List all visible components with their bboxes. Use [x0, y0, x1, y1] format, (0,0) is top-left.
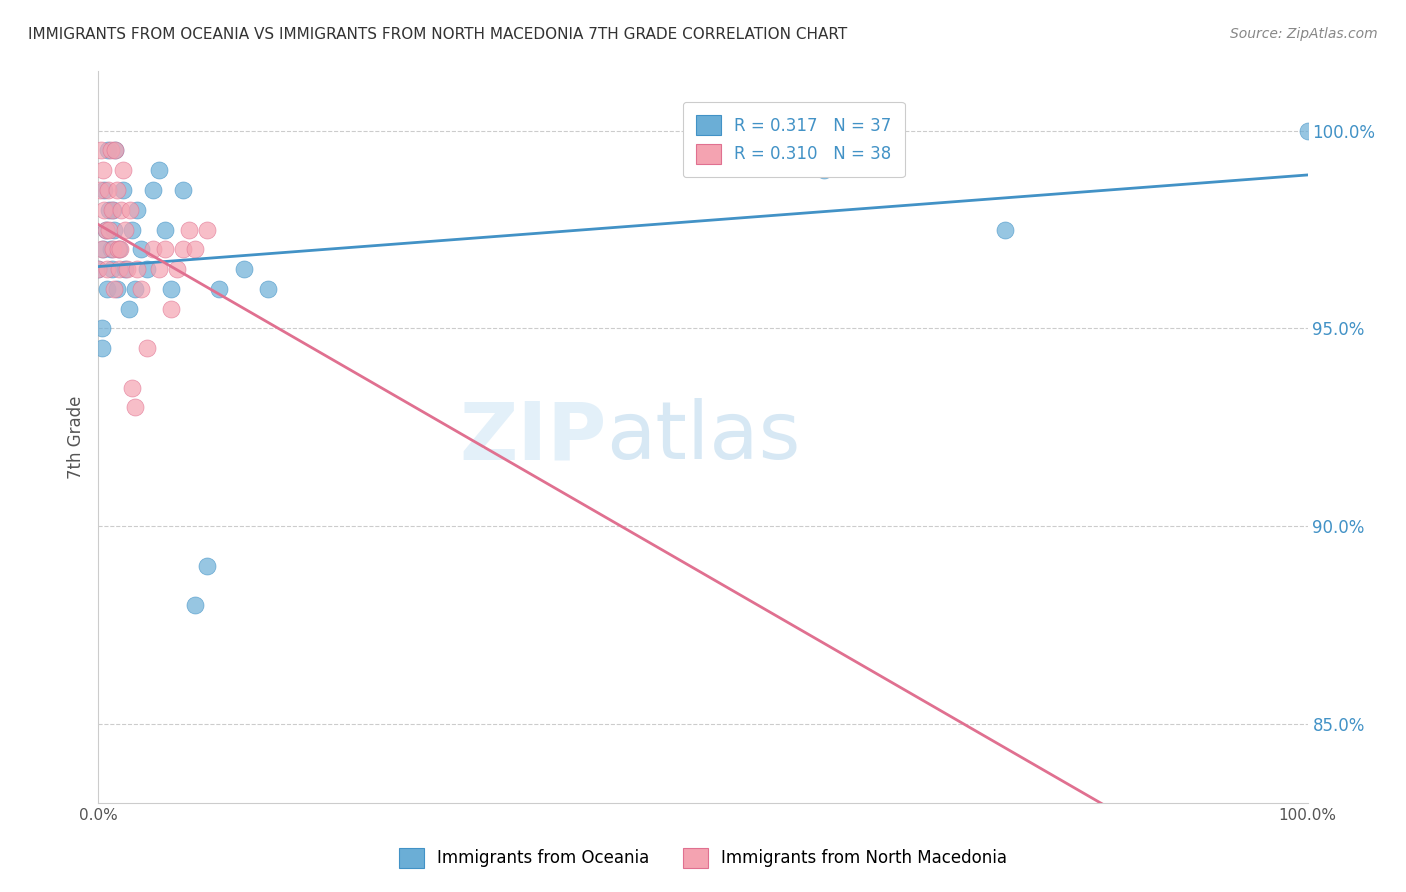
Point [91, 242, 114, 256]
Point [129, 282, 152, 296]
Point [101, 242, 124, 256]
Point [135, 341, 157, 355]
Point [98, 222, 121, 236]
Point [232, 262, 254, 277]
Point [97, 144, 120, 158]
Point [87, 262, 110, 277]
Point [124, 401, 146, 415]
Point [108, 242, 131, 256]
Point [111, 163, 134, 178]
Point [118, 301, 141, 316]
Point [208, 282, 231, 296]
Point [100, 242, 122, 256]
Point [142, 242, 165, 256]
Point [117, 262, 139, 277]
Point [129, 242, 152, 256]
Point [142, 183, 165, 197]
Point [153, 222, 176, 236]
Point [121, 381, 143, 395]
Point [124, 282, 146, 296]
Text: Source: ZipAtlas.com: Source: ZipAtlas.com [1230, 27, 1378, 41]
Point [127, 262, 149, 277]
Point [108, 262, 131, 277]
Point [98, 202, 121, 217]
Point [160, 282, 183, 296]
Point [994, 222, 1017, 236]
Point [91, 341, 114, 355]
Point [256, 282, 278, 296]
Point [184, 242, 207, 256]
Y-axis label: 7th Grade: 7th Grade [66, 395, 84, 479]
Point [172, 242, 194, 256]
Point [160, 301, 183, 316]
Legend: Immigrants from Oceania, Immigrants from North Macedonia: Immigrants from Oceania, Immigrants from… [392, 841, 1014, 875]
Legend: R = 0.317   N = 37, R = 0.310   N = 38: R = 0.317 N = 37, R = 0.310 N = 38 [682, 102, 905, 178]
Point [108, 242, 131, 256]
Point [135, 262, 157, 277]
Point [153, 242, 176, 256]
Point [100, 144, 122, 158]
Point [91, 242, 114, 256]
Point [179, 222, 201, 236]
Point [110, 202, 132, 217]
Point [813, 163, 835, 178]
Point [107, 242, 129, 256]
Point [94, 222, 117, 236]
Point [104, 144, 127, 158]
Point [195, 222, 218, 236]
Point [148, 262, 170, 277]
Point [172, 183, 194, 197]
Point [91, 321, 114, 335]
Point [105, 282, 128, 296]
Point [87, 262, 110, 277]
Point [114, 222, 136, 236]
Point [96, 262, 118, 277]
Point [114, 262, 136, 277]
Point [111, 183, 134, 197]
Point [103, 282, 125, 296]
Point [104, 144, 127, 158]
Point [93, 202, 115, 217]
Point [94, 222, 117, 236]
Text: ZIP: ZIP [458, 398, 606, 476]
Point [103, 222, 125, 236]
Point [91, 163, 114, 178]
Point [195, 558, 218, 573]
Point [96, 282, 118, 296]
Point [89, 183, 111, 197]
Point [90, 144, 112, 158]
Point [127, 202, 149, 217]
Point [100, 202, 122, 217]
Point [166, 262, 188, 277]
Point [93, 183, 115, 197]
Point [121, 222, 143, 236]
Point [101, 202, 124, 217]
Point [105, 183, 128, 197]
Point [1296, 123, 1319, 137]
Point [118, 202, 141, 217]
Point [148, 163, 170, 178]
Text: atlas: atlas [606, 398, 800, 476]
Point [184, 598, 207, 612]
Point [97, 183, 120, 197]
Point [100, 262, 122, 277]
Text: IMMIGRANTS FROM OCEANIA VS IMMIGRANTS FROM NORTH MACEDONIA 7TH GRADE CORRELATION: IMMIGRANTS FROM OCEANIA VS IMMIGRANTS FR… [28, 27, 848, 42]
